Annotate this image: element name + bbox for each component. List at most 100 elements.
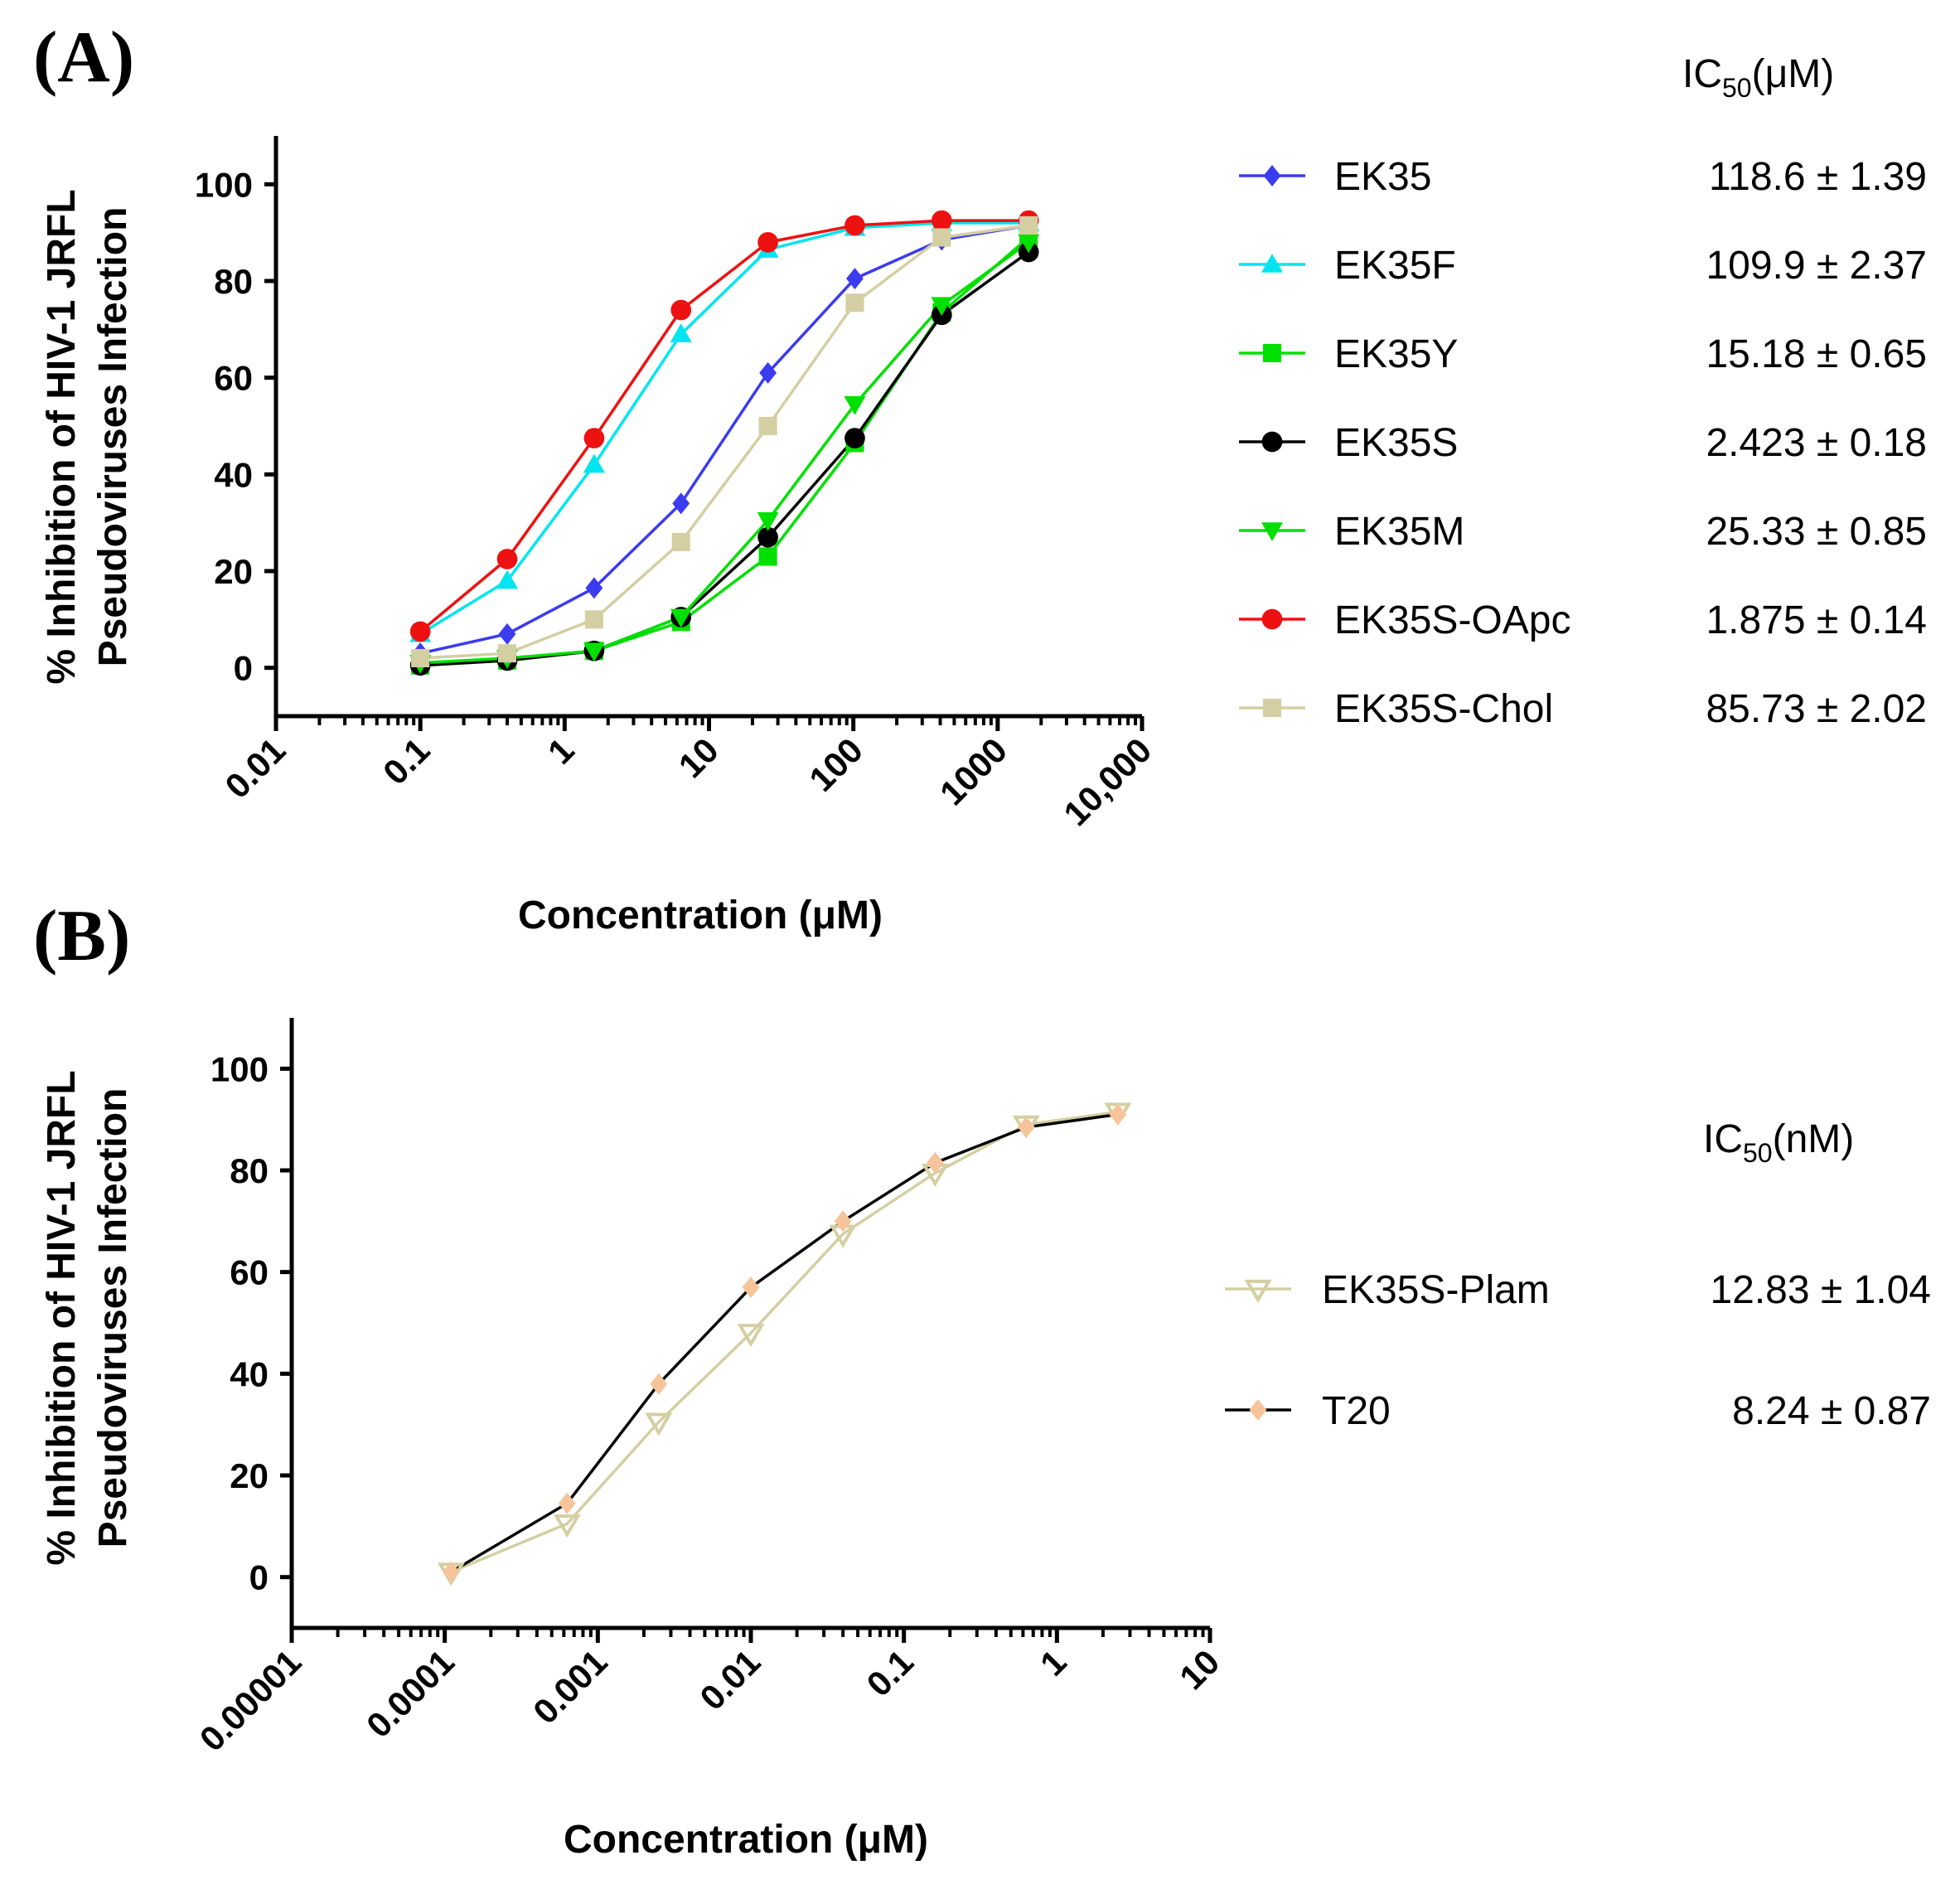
series-line-ek35f — [419, 221, 1029, 636]
data-point-ek35m — [670, 608, 692, 628]
data-point-ek35s-chol — [411, 648, 430, 668]
legend-label-ek35: EK35 — [1334, 155, 1431, 199]
data-point-ek35s-plam — [645, 1412, 673, 1436]
ic50-ic: IC — [1682, 52, 1722, 96]
panel-a-x-axis-title: Concentration (μM) — [518, 894, 883, 937]
data-point-ek35s-chol — [584, 610, 603, 629]
panel-b: (B) 0 20 40 60 80 100 0.00001 0.0001 0.001 0.01 0.… — [33, 896, 1931, 1862]
panel-b-axes: 0 20 40 60 80 100 0.00001 0.0001 0.001 0.01 0.1 1 10 — [192, 1018, 1227, 1759]
data-point-ek35s-oapc — [931, 210, 952, 231]
y-tick-label: 0 — [234, 649, 253, 688]
panel-b-y-axis-title-line1: % Inhibition of HIV-1 JRFL — [40, 1070, 84, 1565]
data-point-ek35s-chol — [671, 532, 690, 552]
ic50-value-ek35s-chol: 85.73 ± 2.02 — [1706, 687, 1927, 731]
data-point-ek35 — [498, 622, 516, 645]
legend-label-ek35y: EK35Y — [1334, 332, 1458, 376]
legend-marker-t20 — [1249, 1399, 1267, 1421]
panel-a-axes: 0 20 40 60 80 100 0.01 0.1 1 10 100 1000 10,000 — [195, 136, 1159, 833]
data-point-ek35 — [672, 492, 690, 515]
x-tick-label: 0.01 — [692, 1642, 767, 1717]
x-tick-label: 1000 — [932, 730, 1014, 812]
x-tick-label: 1 — [1033, 1642, 1074, 1683]
data-point-ek35 — [846, 268, 864, 290]
ic50-subscript: 50 — [1743, 1138, 1773, 1168]
ic50-value-ek35s-oapc: 1.875 ± 0.14 — [1706, 598, 1927, 642]
y-tick-label: 80 — [214, 262, 253, 301]
legend-label-ek35f: EK35F — [1334, 244, 1456, 288]
panel-b-y-axis-title-line2: Pseudoviruses Infection — [91, 1088, 135, 1548]
data-point-ek35s-plam — [553, 1514, 581, 1538]
series-line-ek35s-chol — [420, 224, 1029, 660]
x-tick-label: 10,000 — [1056, 730, 1159, 833]
panel-a-series-lines — [419, 219, 1030, 667]
data-point-ek35f — [583, 453, 605, 473]
y-tick-label: 100 — [211, 1049, 269, 1088]
data-point-ek35s — [844, 428, 865, 448]
x-tick-label: 0.1 — [859, 1642, 922, 1704]
panel-a-y-axis-title-line1: % Inhibition of HIV-1 JRFL — [40, 189, 84, 684]
panel-b-label: (B) — [33, 896, 130, 976]
legend-label-t20: T20 — [1322, 1389, 1391, 1433]
legend-label-ek35s-chol: EK35S-Chol — [1334, 687, 1553, 731]
y-tick-label: 80 — [230, 1151, 269, 1190]
panel-b-series-markers — [437, 1102, 1132, 1586]
panel-b-legend: EK35S-Plam 12.83 ± 1.04 T20 8.24 ± 0.87 — [1225, 1268, 1931, 1433]
legend-marker-ek35y — [1262, 343, 1282, 363]
ic50-ic: IC — [1703, 1117, 1743, 1161]
panel-b-ic50-header: IC50(nM) — [1703, 1117, 1854, 1168]
x-tick-label: 10 — [1172, 1642, 1227, 1697]
y-tick-label: 20 — [214, 552, 253, 591]
data-point-ek35m — [844, 396, 866, 415]
ic50-value-t20: 8.24 ± 0.87 — [1732, 1389, 1931, 1433]
ic50-unit: (μM) — [1752, 52, 1835, 96]
y-tick-label: 40 — [214, 455, 253, 494]
data-point-ek35s-oapc — [844, 215, 865, 236]
ic50-value-ek35s: 2.423 ± 0.18 — [1706, 421, 1927, 465]
legend-label-ek35s-plam: EK35S-Plam — [1322, 1268, 1550, 1312]
data-point-t20 — [1109, 1103, 1127, 1126]
data-point-ek35y — [758, 547, 777, 566]
series-line-ek35m — [420, 240, 1030, 665]
ic50-value-ek35y: 15.18 ± 0.65 — [1706, 332, 1927, 376]
series-line-ek35 — [419, 224, 1029, 655]
data-point-ek35m — [1018, 234, 1040, 254]
legend-label-ek35s-oapc: EK35S-OApc — [1334, 598, 1570, 642]
data-point-t20 — [650, 1373, 668, 1395]
data-point-ek35s-oapc — [583, 428, 605, 448]
y-tick-label: 60 — [214, 359, 253, 398]
y-tick-label: 40 — [230, 1354, 269, 1393]
series-line-t20 — [450, 1112, 1119, 1574]
legend-marker-ek35s — [1261, 431, 1283, 453]
data-point-ek35f — [670, 323, 692, 342]
data-point-t20 — [834, 1210, 852, 1233]
x-tick-label: 1 — [540, 730, 582, 772]
y-tick-label: 100 — [195, 165, 253, 204]
panel-a-legend: EK35 118.6 ± 1.39 EK35F 109.9 ± 2.37 EK35Y 15… — [1239, 155, 1927, 731]
panel-b-series-lines — [450, 1110, 1119, 1574]
legend-marker-ek35m — [1261, 522, 1283, 541]
data-point-t20 — [1017, 1116, 1035, 1138]
ic50-subscript: 50 — [1722, 73, 1752, 103]
data-point-ek35s-chol — [932, 228, 951, 247]
panel-b-y-axis-title: % Inhibition of HIV-1 JRFL Pseudoviruses… — [40, 1070, 135, 1565]
y-tick-label: 0 — [249, 1558, 269, 1597]
series-line-ek35s-oapc — [419, 219, 1029, 633]
legend-marker-ek35s-chol — [1262, 698, 1282, 718]
data-point-t20 — [742, 1276, 760, 1299]
data-point-ek35m — [757, 512, 779, 531]
ic50-value-ek35f: 109.9 ± 2.37 — [1706, 244, 1927, 288]
data-point-ek35s-plam — [737, 1324, 765, 1348]
x-tick-label: 100 — [801, 730, 870, 799]
y-tick-label: 20 — [230, 1456, 269, 1495]
ic50-value-ek35: 118.6 ± 1.39 — [1709, 155, 1927, 199]
data-point-ek35m — [931, 297, 953, 317]
x-tick-label: 0.001 — [525, 1642, 615, 1732]
data-point-t20 — [442, 1561, 460, 1583]
panel-a-label: (A) — [33, 17, 134, 98]
data-point-ek35s-oapc — [409, 621, 431, 642]
x-tick-label: 0.1 — [375, 730, 438, 792]
ic50-value-ek35s-plam: 12.83 ± 1.04 — [1710, 1268, 1931, 1312]
ic50-value-ek35m: 25.33 ± 0.85 — [1706, 510, 1927, 554]
